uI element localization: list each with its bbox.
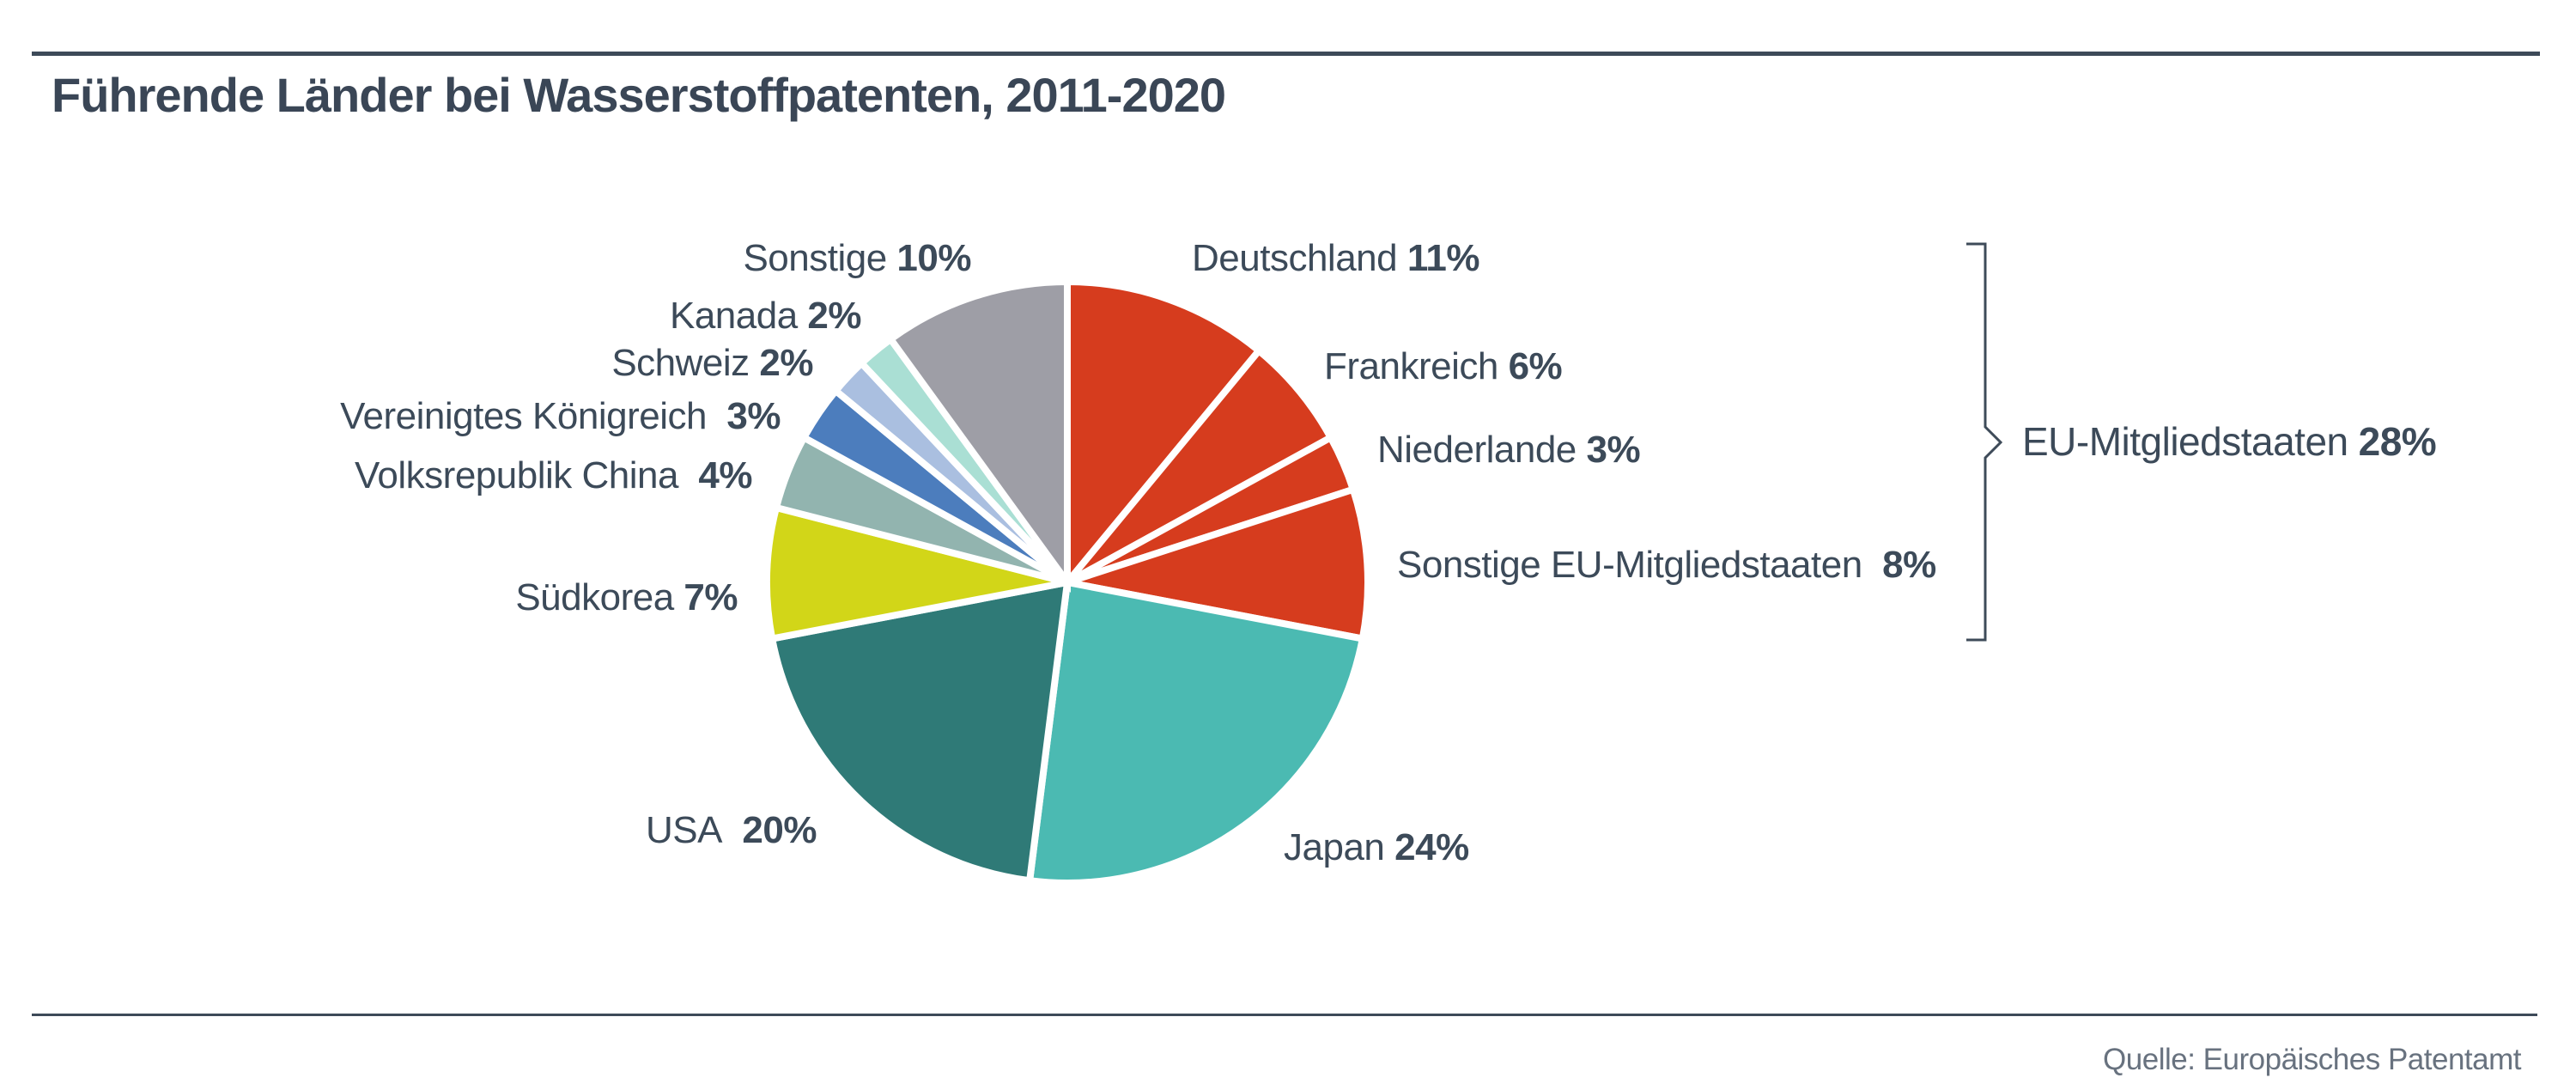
pie-label-pct: 8% (1882, 544, 1936, 587)
pie-slice-japan (1025, 578, 1367, 886)
pie-slice-sonstige_eu (1066, 484, 1371, 643)
pie-slice-deutschland (1064, 277, 1264, 593)
eu-group-label-text: EU-Mitgliedstaaten (2022, 419, 2348, 465)
pie-label-frankreich: Frankreich 6% (1324, 345, 1563, 388)
pie-label-pct: 11% (1406, 237, 1480, 280)
pie-label-name: USA (645, 809, 722, 852)
pie-label-pct: 6% (1508, 345, 1563, 388)
pie-label-name: Südkorea (515, 576, 674, 619)
pie-label-suedkorea: Südkorea 7% (515, 579, 738, 617)
pie-chart (763, 277, 1371, 886)
pie-label-china: Volksrepublik China 4% (355, 457, 752, 495)
pie-label-name: Volksrepublik China (355, 454, 678, 497)
pie-label-pct: 10% (896, 237, 971, 280)
pie-label-name: Deutschland (1192, 237, 1398, 280)
pie-label-niederlande: Niederlande 3% (1377, 429, 1641, 472)
pie-label-deutschland: Deutschland 11% (1192, 240, 1479, 277)
bracket-path (1966, 242, 2003, 642)
pie-label-name: Vereinigtes Königreich (340, 395, 707, 438)
pie-label-pct: 4% (698, 454, 752, 497)
bottom-divider-rule (32, 1014, 2537, 1016)
pie-label-pct: 20% (742, 809, 817, 852)
eu-group-label: EU-Mitgliedstaaten 28% (2022, 419, 2437, 465)
top-divider-rule (32, 52, 2540, 56)
pie-label-name: Kanada (669, 295, 798, 338)
pie-label-usa: USA 20% (646, 812, 817, 849)
pie-label-uk: Vereinigtes Königreich 3% (340, 398, 781, 435)
pie-label-pct: 24% (1394, 826, 1469, 869)
pie-slice-sonstige (885, 277, 1071, 594)
source-attribution: Quelle: Europäisches Patentamt (2103, 1043, 2521, 1076)
eu-group-label-pct: 28% (2358, 419, 2437, 465)
pie-label-pct: 7% (683, 576, 738, 619)
pie-label-sonstige: Sonstige 10% (743, 240, 971, 277)
pie-label-name: Sonstige EU-Mitgliedstaaten (1397, 544, 1862, 587)
pie-label-name: Sonstige (743, 237, 887, 280)
pie-label-name: Schweiz (611, 342, 750, 385)
pie-label-pct: 2% (807, 295, 861, 338)
pie-label-schweiz: Schweiz 2% (611, 344, 813, 382)
pie-label-kanada: Kanada 2% (669, 295, 862, 338)
pie-label-name: Niederlande (1377, 429, 1577, 472)
pie-label-sonstige_eu: Sonstige EU-Mitgliedstaaten 8% (1397, 546, 1936, 584)
pie-label-pct: 3% (1586, 429, 1641, 472)
pie-label-name: Japan (1284, 826, 1385, 869)
pie-label-japan: Japan 24% (1284, 829, 1469, 867)
chart-title: Führende Länder bei Wasserstoffpatenten,… (52, 68, 1226, 122)
pie-label-name: Frankreich (1324, 345, 1498, 388)
pie-slice-suedkorea (763, 503, 1068, 643)
pie-slice-usa (768, 578, 1072, 885)
pie-label-pct: 3% (726, 395, 781, 438)
pie-label-pct: 2% (759, 342, 813, 385)
